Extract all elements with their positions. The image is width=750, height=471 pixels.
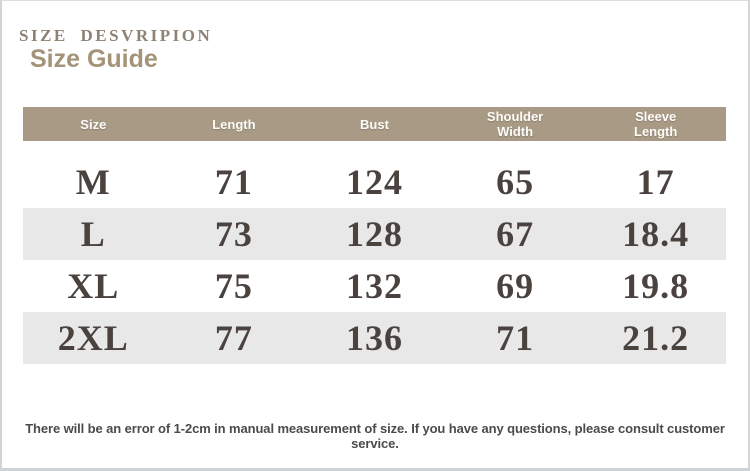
column-header-shoulder-width: Shoulder Width	[486, 109, 544, 139]
column-header-size: Size	[80, 116, 107, 132]
cell-length: 77	[214, 318, 253, 358]
cell-size: 2XL	[57, 318, 129, 358]
cell-length: 75	[214, 266, 253, 306]
cell-size: L	[80, 214, 106, 254]
cell-sleeve-length: 18.4	[622, 214, 690, 254]
cell-size: M	[75, 162, 111, 202]
cell-shoulder-width: 65	[496, 162, 535, 202]
size-chart-table: Size Length Bust Shoulder Width Sleeve L…	[23, 107, 726, 364]
cell-shoulder-width: 71	[496, 318, 535, 358]
table-row-2xl: 2XL 77 136 71 21.2	[23, 312, 726, 364]
table-row-m: M 71 124 65 17	[23, 156, 726, 208]
section-label: SIZE DESVRIPION	[19, 26, 213, 45]
cell-length: 73	[214, 214, 253, 254]
page-title: Size Guide	[30, 45, 158, 73]
cell-length: 71	[214, 162, 253, 202]
cell-shoulder-width: 67	[496, 214, 535, 254]
cell-sleeve-length: 21.2	[622, 318, 690, 358]
column-header-length: Length	[212, 116, 256, 132]
table-row-xl: XL 75 132 69 19.8	[23, 260, 726, 312]
cell-sleeve-length: 17	[636, 162, 675, 202]
column-header-bust: Bust	[360, 116, 389, 132]
header-body-gap	[23, 141, 726, 156]
cell-sleeve-length: 19.8	[622, 266, 690, 306]
table-row-l: L 73 128 67 18.4	[23, 208, 726, 260]
column-header-sleeve-length: Sleeve Length	[634, 109, 678, 139]
cell-bust: 136	[345, 318, 403, 358]
cell-size: XL	[67, 266, 120, 306]
cell-shoulder-width: 69	[496, 266, 535, 306]
measurement-note: There will be an error of 1-2cm in manua…	[25, 421, 725, 451]
cell-bust: 124	[345, 162, 403, 202]
cell-bust: 132	[345, 266, 403, 306]
table-header-row: Size Length Bust Shoulder Width Sleeve L…	[23, 107, 726, 141]
cell-bust: 128	[345, 214, 403, 254]
